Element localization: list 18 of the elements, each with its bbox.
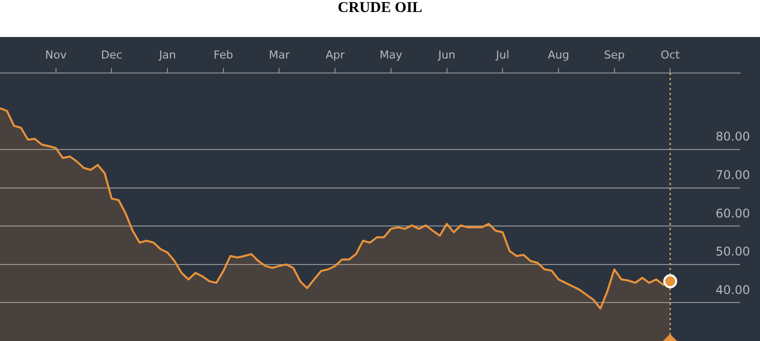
y-tick-label: 40.00 — [716, 282, 750, 297]
x-tick-label: Jul — [495, 48, 510, 62]
y-tick-label: 70.00 — [716, 168, 750, 182]
x-tick-label: Apr — [326, 48, 346, 62]
x-tick-label: May — [380, 48, 403, 62]
x-tick-label: Dec — [101, 48, 122, 62]
x-tick-label: Jun — [437, 48, 456, 62]
y-tick-label: 80.00 — [716, 130, 750, 144]
x-tick-label: Mar — [268, 48, 290, 62]
x-tick-label: Feb — [214, 48, 234, 62]
x-tick-label: Nov — [45, 48, 68, 62]
y-tick-label: 60.00 — [716, 206, 750, 220]
x-tick-label: Jan — [158, 48, 176, 62]
x-tick-label: Aug — [548, 48, 570, 62]
chart-title: CRUDE OIL — [336, 0, 424, 18]
x-tick-label: Oct — [660, 48, 680, 62]
x-tick-label: Sep — [604, 48, 625, 62]
y-tick-label: 50.00 — [716, 244, 750, 259]
